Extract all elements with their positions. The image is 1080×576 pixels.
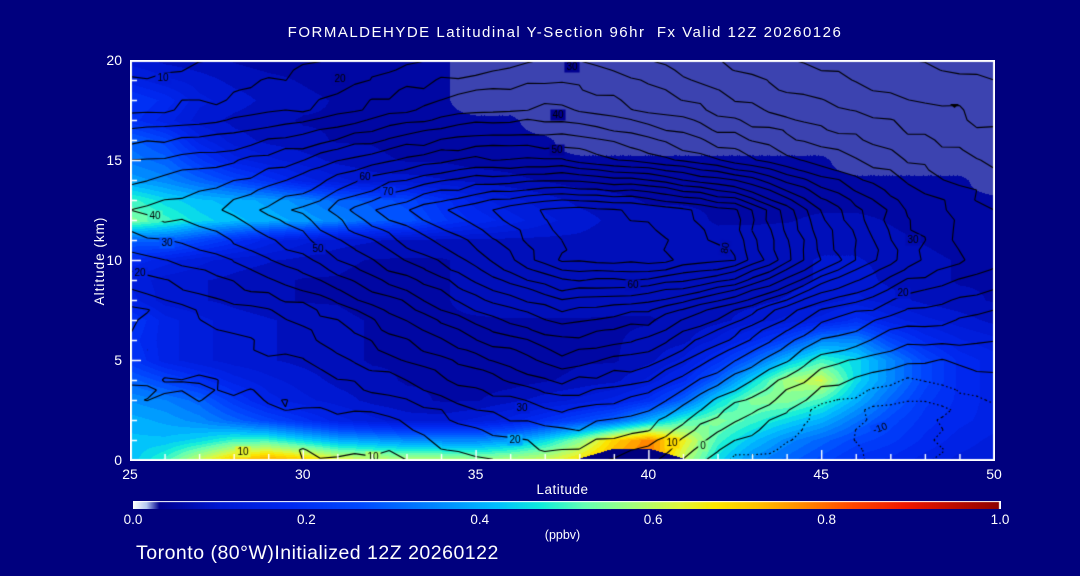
colorbar-tick-label: 0.6 [643,512,663,527]
x-tick-label: 45 [813,466,829,482]
x-tick-label: 30 [295,466,311,482]
colorbar-canvas [133,501,1001,509]
x-tick-label: 50 [986,466,1002,482]
y-tick-label: 0 [114,452,122,468]
colorbar-tick-label: 0.8 [817,512,836,527]
y-tick-label: 15 [106,152,122,168]
x-tick-label: 40 [640,466,657,482]
y-tick-label: 10 [106,252,122,268]
x-tick-label: 25 [122,466,138,482]
y-tick-label: 5 [114,352,122,368]
x-axis-title: Latitude [536,482,589,497]
y-tick-label: 20 [106,52,122,68]
colorbar-tick-label: 0.2 [297,512,316,527]
footer-caption: Toronto (80°W)Initialized 12Z 20260122 [136,542,499,564]
colorbar-tick-label: 1.0 [990,512,1010,527]
colorbar-tick-label: 0.4 [470,512,490,527]
colorbar-units-label: (ppbv) [544,528,581,542]
x-tick-label: 35 [467,466,484,482]
colorbar-tick-label: 0.0 [123,512,143,527]
chart-title: FORMALDEHYDE Latitudinal Y-Section 96hr … [287,24,843,41]
contour-plot-canvas [130,60,995,461]
